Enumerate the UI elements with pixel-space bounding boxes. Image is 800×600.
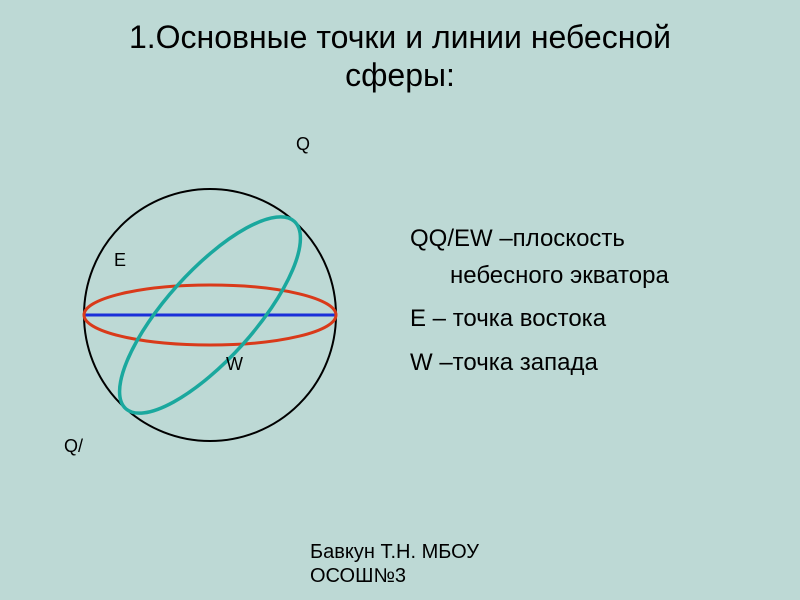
legend-block: QQ/EW –плоскость небесного экватора E – …	[410, 220, 669, 387]
label-E: E	[114, 250, 126, 271]
footer-attribution: Бавкун Т.Н. МБОУ ОСОШ№3	[310, 540, 479, 588]
slide-title: 1.Основные точки и линии небесной сферы:	[0, 0, 800, 95]
title-line-1: 1.Основные точки и линии небесной	[129, 19, 671, 55]
title-line-2: сферы:	[345, 57, 455, 93]
legend-line1a: QQ/EW –плоскость	[410, 225, 625, 252]
footer-line1: Бавкун Т.Н. МБОУ	[310, 541, 479, 563]
celestial-sphere-diagram: Q Q/ E W	[50, 140, 370, 460]
legend-line1b: небесного экватора	[410, 262, 669, 289]
label-Q: Q	[296, 134, 310, 155]
label-Q-slash: Q/	[64, 436, 83, 457]
legend-line3: W –точка запада	[410, 344, 669, 381]
sphere-svg	[50, 140, 370, 480]
label-W: W	[226, 354, 243, 375]
legend-line2: E – точка востока	[410, 300, 669, 337]
footer-line2: ОСОШ№3	[310, 565, 406, 587]
